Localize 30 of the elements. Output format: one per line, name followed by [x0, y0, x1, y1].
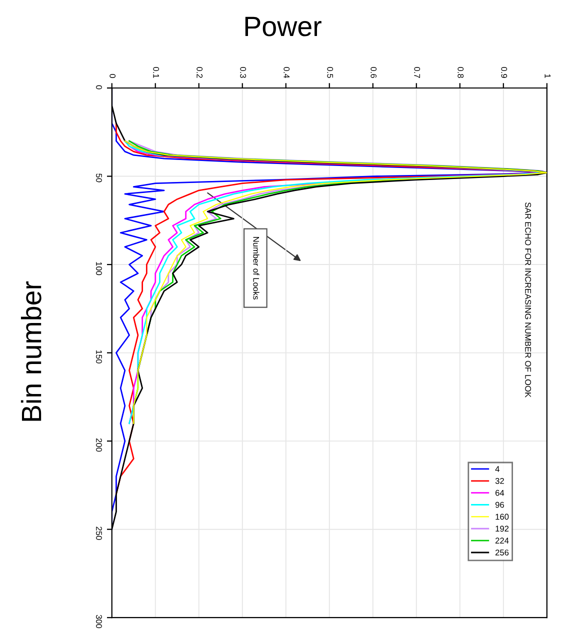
x-tick-label: 0.4	[284, 67, 290, 78]
legend-label: 256	[495, 550, 509, 556]
x-axis-title: Power	[245, 16, 322, 36]
y-tick-label: 0	[96, 85, 102, 90]
x-tick-label: 0.8	[458, 67, 464, 78]
x-tick-label: 0.7	[414, 67, 420, 78]
legend-label: 192	[496, 526, 509, 532]
annotation: Number of Looks	[253, 237, 260, 300]
y-tick-label: 50	[96, 174, 102, 182]
x-tick-label: 0.1	[153, 67, 160, 78]
y-tick-label: 250	[96, 526, 102, 540]
x-tick-label: 0.9	[501, 67, 508, 78]
legend-label: 32	[495, 478, 504, 484]
y-tick-label: 200	[96, 438, 102, 452]
legend-label: 4	[495, 466, 500, 472]
x-tick-label: 0.6	[370, 67, 377, 78]
y-tick-label: 100	[96, 262, 102, 276]
legend-label: 224	[495, 538, 509, 544]
x-tick-label: 0.2	[196, 67, 203, 78]
x-tick-label: 0.3	[240, 67, 246, 78]
x-tick-label: 1	[544, 74, 550, 78]
legend-label: 64	[495, 490, 504, 496]
legend-label: 160	[496, 514, 509, 520]
x-tick-label: 0	[110, 74, 116, 78]
y-tick-label: 150	[96, 350, 102, 364]
y-axis-title: Bin number	[20, 281, 42, 421]
text: SAR ECHO FOR INCREASING NUMBER OF LOOK	[525, 202, 532, 398]
x-tick-label: 0.5	[327, 67, 334, 78]
legend-label: 96	[495, 502, 504, 508]
y-tick-label: 300	[96, 614, 102, 628]
